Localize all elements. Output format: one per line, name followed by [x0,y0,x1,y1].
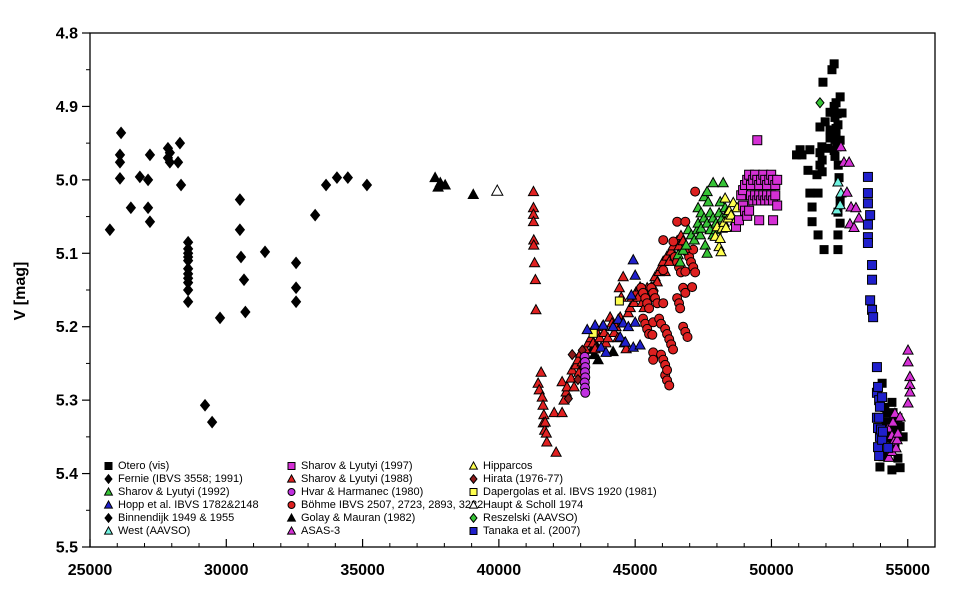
chart-legend: Otero (vis) Fernie (IBVS 3558; 1991) Sharo… [103,459,657,537]
y-tick-label: 5.0 [56,172,78,189]
legend-item: West (AAVSO) [103,524,286,537]
y-tick-label: 5.5 [56,540,78,557]
legend-item: Sharov & Lyutyi (1992) [103,485,286,498]
legend-item: Hopp et al. IBVS 1782&2148 [103,498,286,511]
square-legend-marker-icon [104,462,113,470]
x-tick-label: 45000 [613,562,658,579]
legend-item-label: Fernie (IBVS 3558; 1991) [118,472,243,485]
x-tick-label: 55000 [885,562,930,579]
square-legend-marker-icon [469,527,478,535]
legend-item: Fernie (IBVS 3558; 1991) [103,472,286,485]
series-hvar-harmanec-1980 [579,351,591,398]
x-tick-label: 30000 [204,562,249,579]
y-axis: 4.8 4.9 5.0 5.1 5.2 5.3 5.4 5.5 [56,26,90,557]
legend-item: Otero (vis) [103,459,286,472]
triangle-legend-marker-icon [286,525,297,535]
triangle-legend-marker-icon [103,525,114,535]
series-sharov-lyutyi-1997 [731,135,783,232]
circle-legend-marker-icon [287,501,296,509]
diamond-legend-marker-icon [469,512,478,523]
legend-item: Böhme IBVS 2507, 2723, 2893, 3222 [286,498,483,511]
circle-legend-marker-icon [287,488,296,496]
legend-item: Golay & Mauran (1982) [286,511,468,524]
diamond-legend-marker-icon [104,473,113,484]
legend-item-label: Tanaka et al. (2007) [483,524,581,537]
triangle-legend-marker-icon [286,512,297,522]
series-otero-vis [792,59,908,475]
legend-item: Dapergolas et al. IBVS 1920 (1981) [468,485,657,498]
legend-item: Tanaka et al. (2007) [468,524,657,537]
legend-item-label: Hopp et al. IBVS 1782&2148 [118,498,259,511]
legend-item-label: Hirata (1976-77) [483,472,564,485]
x-tick-label: 35000 [340,562,385,579]
legend-item: Sharov & Lyutyi (1988) [286,472,468,485]
diamond-legend-marker-icon [469,473,478,484]
legend-item-label: Haupt & Scholl 1974 [483,498,584,511]
y-tick-label: 4.8 [56,26,78,43]
series-b-hme-ibvs-2507-2723-2893-3222 [636,186,701,391]
series-fernie-ibvs-3558-1991 [104,126,271,429]
legend-item-label: Golay & Mauran (1982) [301,511,416,524]
legend-column: Hipparcos Hirata (1976-77) Dapergolas et a… [468,459,657,537]
legend-item: Reszelski (AAVSO) [468,511,657,524]
legend-column: Sharov & Lyutyi (1997) Sharov & Lyutyi (1… [286,459,483,537]
legend-item-label: Sharov & Lyutyi (1988) [301,472,413,485]
legend-item-label: Dapergolas et al. IBVS 1920 (1981) [483,485,657,498]
triangle-open-legend-marker-icon [468,499,479,509]
y-tick-label: 5.2 [56,319,78,336]
legend-item-label: Binnendijk 1949 & 1955 [118,511,235,524]
legend-item: ASAS-3 [286,524,468,537]
legend-item: Hvar & Harmanec (1980) [286,485,468,498]
square-legend-marker-icon [469,488,478,496]
legend-item-label: Sharov & Lyutyi (1992) [118,485,230,498]
y-tick-label: 4.9 [56,99,78,116]
legend-item-label: Hipparcos [483,459,533,472]
triangle-legend-marker-icon [468,460,479,470]
series-hopp-et-al-ibvs-1782-2148 [581,253,646,357]
y-tick-label: 5.3 [56,393,78,410]
legend-item-label: Sharov & Lyutyi (1997) [301,459,413,472]
y-tick-label: 5.1 [56,246,78,263]
series-haupt-scholl-1974 [490,184,504,196]
square-legend-marker-icon [287,462,296,470]
legend-item: Binnendijk 1949 & 1955 [103,511,286,524]
x-tick-label: 50000 [749,562,794,579]
legend-item-label: Hvar & Harmanec (1980) [301,485,424,498]
y-tick-label: 5.4 [56,466,78,483]
series-asas-3 [835,140,916,462]
triangle-legend-marker-icon [286,473,297,483]
series-binnendijk-1949-1955 [290,171,373,309]
triangle-legend-marker-icon [103,486,114,496]
legend-item: Sharov & Lyutyi (1997) [286,459,468,472]
triangle-legend-marker-icon [103,499,114,509]
legend-item-label: Otero (vis) [118,459,170,472]
diamond-legend-marker-icon [104,512,113,523]
x-tick-label: 40000 [477,562,522,579]
series-reszelski-aavso [815,97,825,109]
legend-item: Hirata (1976-77) [468,472,657,485]
legend-column: Otero (vis) Fernie (IBVS 3558; 1991) Sharo… [103,459,286,537]
x-axis: 25000 30000 35000 40000 45000 50000 55000 [68,539,936,579]
series-tanaka-et-al-2007 [862,171,894,461]
x-tick-label: 25000 [68,562,113,579]
legend-item-label: ASAS-3 [301,524,341,537]
y-axis-title: V [mag] [12,261,29,321]
legend-item-label: Reszelski (AAVSO) [483,511,578,524]
legend-item: Haupt & Scholl 1974 [468,498,657,511]
legend-item-label: West (AAVSO) [118,524,191,537]
legend-item: Hipparcos [468,459,657,472]
legend-item-label: Böhme IBVS 2507, 2723, 2893, 3222 [301,498,484,511]
